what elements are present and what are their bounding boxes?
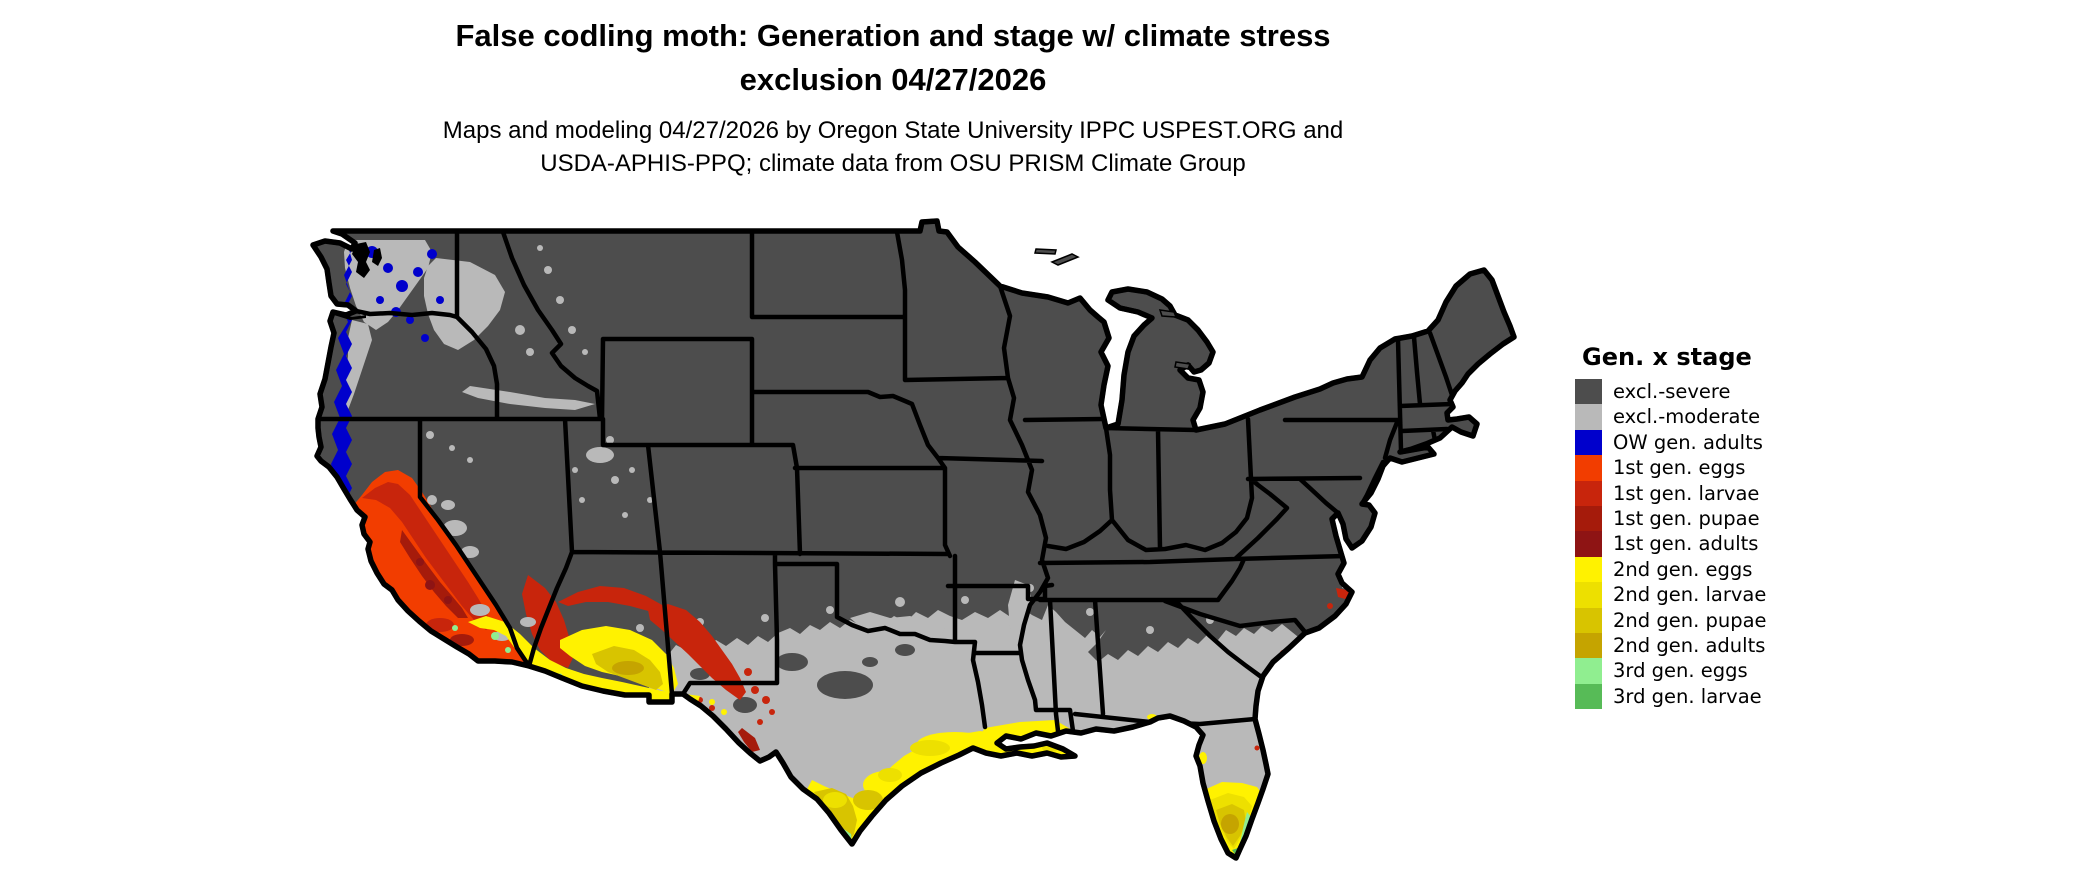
legend-label: 2nd gen. larvae: [1613, 583, 1767, 607]
legend-color-swatch: [1575, 531, 1602, 557]
legend-row: excl.-severe: [1575, 379, 1767, 405]
map-title-line2: exclusion 04/27/2026: [739, 62, 1047, 97]
legend-row: 3rd gen. eggs: [1575, 658, 1767, 684]
map-subtitle-line1: Maps and modeling 04/27/2026 by Oregon S…: [442, 117, 1344, 144]
legend-color-swatch: [1575, 455, 1602, 481]
us-outline: [310, 218, 1517, 861]
legend-color-swatch: [1575, 658, 1602, 684]
legend-label: 1st gen. eggs: [1613, 456, 1746, 480]
legend-label: 2nd gen. pupae: [1613, 608, 1767, 632]
legend-color-swatch: [1575, 556, 1602, 583]
legend-row: 3rd gen. larvae: [1575, 683, 1767, 710]
legend-row: excl.-moderate: [1575, 404, 1767, 430]
legend-row: 2nd gen. eggs: [1575, 556, 1767, 583]
legend-label: 1st gen. larvae: [1613, 481, 1760, 505]
legend-color-swatch: [1575, 505, 1602, 532]
legend-label: 2nd gen. adults: [1613, 633, 1766, 657]
legend-row: 2nd gen. pupae: [1575, 607, 1767, 633]
legend-row: 1st gen. pupae: [1575, 505, 1767, 532]
legend-label: excl.-moderate: [1613, 405, 1761, 429]
legend-row: OW gen. adults: [1575, 429, 1767, 456]
legend-color-swatch: [1575, 480, 1602, 506]
map-title: False codling moth: Generation and stage…: [0, 14, 1786, 102]
map-subtitle: Maps and modeling 04/27/2026 by Oregon S…: [0, 114, 1786, 180]
legend-rows: excl.-severe excl.-moderate OW gen. adul…: [1575, 379, 1767, 710]
inland-water: [334, 242, 382, 320]
legend-label: 1st gen. pupae: [1613, 506, 1760, 530]
legend-color-swatch: [1575, 429, 1602, 456]
legend-label: OW gen. adults: [1613, 430, 1763, 454]
legend-label: 3rd gen. larvae: [1613, 684, 1762, 708]
legend-label: 2nd gen. eggs: [1613, 557, 1753, 581]
legend-color-swatch: [1575, 379, 1602, 405]
legend-title: Gen. x stage: [1582, 343, 1752, 371]
region-excl-severe-islands: [653, 644, 915, 713]
legend-color-swatch: [1575, 404, 1602, 430]
lake-islands: [1034, 248, 1192, 370]
legend-color-swatch: [1575, 632, 1602, 659]
legend-label: 3rd gen. eggs: [1613, 659, 1748, 683]
legend-row: 2nd gen. larvae: [1575, 582, 1767, 608]
legend-color-swatch: [1575, 607, 1602, 633]
legend-row: 1st gen. larvae: [1575, 480, 1767, 506]
map-subtitle-line2: USDA-APHIS-PPQ; climate data from OSU PR…: [540, 150, 1246, 177]
legend-color-swatch: [1575, 683, 1602, 710]
map-title-line1: False codling moth: Generation and stage…: [455, 18, 1331, 53]
legend-color-swatch: [1575, 582, 1602, 608]
legend-label: excl.-severe: [1613, 380, 1731, 403]
legend-label: 1st gen. adults: [1613, 532, 1759, 556]
state-borders: [315, 228, 1455, 734]
legend-row: 2nd gen. adults: [1575, 632, 1767, 659]
legend-row: 1st gen. adults: [1575, 531, 1767, 557]
legend-row: 1st gen. eggs: [1575, 455, 1767, 481]
legend: Gen. x stage excl.-severe excl.-moderate…: [1575, 343, 1767, 710]
